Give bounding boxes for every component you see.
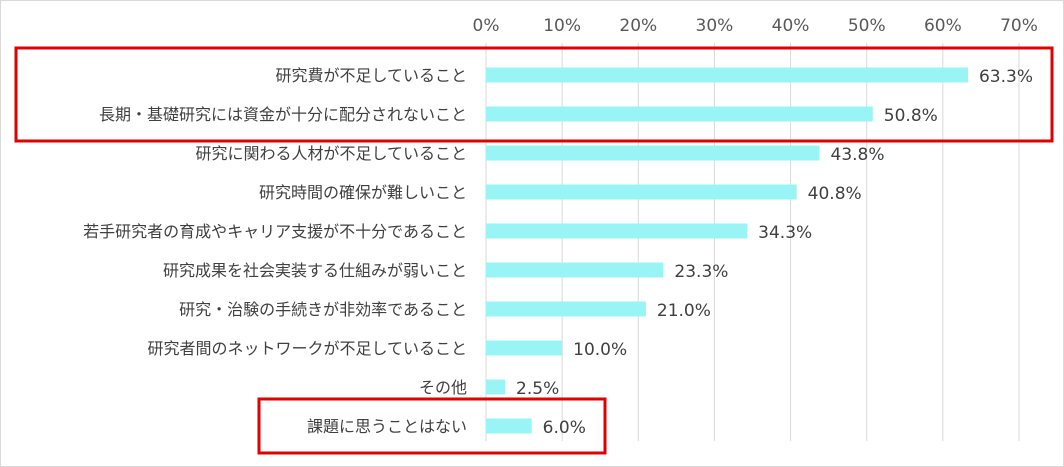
category-label: 研究成果を社会実装する仕組みが弱いこと (163, 261, 467, 280)
category-label: 研究者間のネットワークが不足していること (147, 339, 467, 358)
category-label: 研究時間の確保が難しいこと (259, 183, 467, 202)
category-label: 研究費が不足していること (275, 66, 467, 85)
data-label: 40.8% (808, 184, 862, 204)
x-tick-label: 60% (924, 16, 962, 36)
data-label: 6.0% (543, 418, 586, 438)
x-tick-label: 10% (543, 16, 581, 36)
bar (486, 380, 505, 395)
x-tick-label: 30% (696, 16, 734, 36)
bar (486, 224, 747, 239)
x-tick-label: 70% (1000, 16, 1038, 36)
category-label: 課題に思うことはない (307, 417, 467, 436)
category-label: その他 (419, 378, 467, 397)
bar (486, 146, 820, 161)
x-tick-label: 0% (473, 16, 500, 36)
x-tick-label: 20% (619, 16, 657, 36)
data-label: 23.3% (674, 262, 728, 282)
highlight-box (16, 48, 1052, 141)
bar (486, 302, 646, 317)
bar (486, 341, 562, 356)
data-label: 63.3% (979, 67, 1033, 87)
data-label: 34.3% (758, 223, 812, 243)
data-label: 43.8% (831, 145, 885, 165)
category-label: 研究に関わる人材が不足していること (195, 144, 467, 163)
bar (486, 185, 797, 200)
category-label: 研究・治験の手続きが非効率であること (179, 300, 467, 319)
data-label: 50.8% (884, 106, 938, 126)
data-label: 2.5% (516, 379, 559, 399)
bar (486, 107, 873, 122)
x-tick-label: 40% (772, 16, 810, 36)
data-label: 21.0% (657, 301, 711, 321)
category-label: 長期・基礎研究には資金が十分に配分されないこと (99, 105, 467, 124)
data-label: 10.0% (573, 340, 627, 360)
bar (486, 68, 968, 83)
category-label: 若手研究者の育成やキャリア支援が不十分であること (83, 222, 467, 241)
x-tick-label: 50% (848, 16, 886, 36)
bar (486, 263, 663, 278)
bar (486, 419, 532, 434)
